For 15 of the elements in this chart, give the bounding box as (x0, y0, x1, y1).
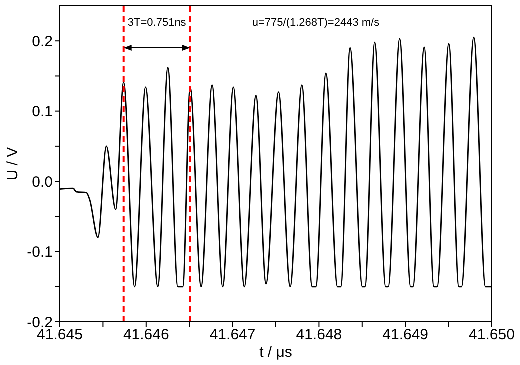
y-tick-label: 0.0 (32, 174, 53, 191)
y-axis-title: U / V (4, 147, 22, 181)
x-tick-label: 41.648 (296, 326, 342, 344)
x-tick-label: 41.646 (123, 326, 170, 344)
y-tick-label: 0.1 (32, 104, 53, 121)
y-tick-label: -0.1 (27, 244, 53, 262)
annotation: 3T=0.751ns (128, 17, 187, 29)
line-series (60, 36, 492, 288)
x-tick-label: 41.645 (37, 326, 83, 344)
x-tick-label: 41.647 (210, 326, 256, 344)
x-tick-label: 41.650 (469, 326, 515, 344)
y-tick-label: 0.2 (32, 33, 53, 50)
x-tick-label: 41.649 (382, 326, 429, 344)
x-axis-title: t / μs (260, 344, 292, 361)
annotation: u=775/(1.268T)=2443 m/s (252, 17, 380, 29)
